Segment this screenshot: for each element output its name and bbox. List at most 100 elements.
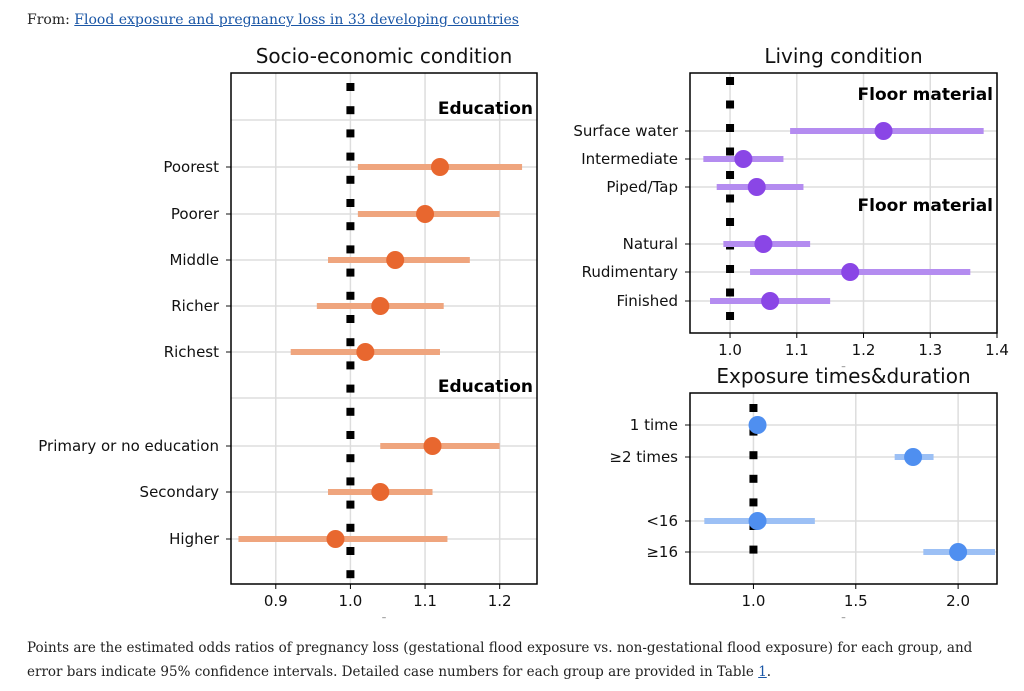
from-prefix: From: <box>27 12 70 28</box>
row-label: Secondary <box>140 483 220 501</box>
odds-ratio-point <box>841 263 860 281</box>
group-label: Floor material <box>858 85 993 105</box>
reference-marker <box>726 100 735 109</box>
reference-marker <box>346 175 355 184</box>
figure-caption: Points are the estimated odds ratios of … <box>27 636 1007 684</box>
row-label: ≥2 times <box>609 448 678 466</box>
x-tick-label: 1.0 <box>742 592 766 610</box>
row-label: Piped/Tap <box>606 178 678 196</box>
reference-marker <box>346 291 355 300</box>
row-label: Richer <box>171 297 220 315</box>
row-label: Higher <box>169 530 220 548</box>
reference-marker <box>346 407 355 416</box>
odds-ratio-point <box>326 530 345 548</box>
x-tick-label: 1.5 <box>844 592 868 610</box>
odds-ratio-point <box>386 251 405 269</box>
panel-title: Living condition <box>764 44 922 68</box>
odds-ratio-point <box>356 343 375 361</box>
reference-marker <box>726 171 735 179</box>
reference-marker <box>346 523 355 532</box>
reference-marker <box>726 77 735 85</box>
x-tick-label: 2.0 <box>946 592 970 610</box>
odds-ratio-point <box>874 122 893 140</box>
odds-ratio-point <box>761 292 780 310</box>
reference-marker <box>346 222 355 231</box>
row-label: Poorer <box>171 205 220 223</box>
row-label: 1 time <box>630 416 678 434</box>
row-label: Finished <box>617 292 678 310</box>
x-tick-label: 1.0 <box>338 592 362 610</box>
ci-bar <box>750 269 971 275</box>
reference-marker <box>346 315 355 323</box>
row-label: Natural <box>623 235 678 253</box>
reference-marker <box>749 498 758 507</box>
odds-ratio-point <box>904 448 923 466</box>
reference-marker <box>346 83 355 91</box>
x-tick-label: 1.1 <box>785 341 809 359</box>
odds-ratio-point <box>430 158 449 176</box>
caption-text: Points are the estimated odds ratios of … <box>27 640 973 680</box>
reference-marker <box>346 245 355 254</box>
odds-ratio-point <box>423 437 442 455</box>
row-label: Middle <box>169 251 219 269</box>
reference-marker <box>346 547 355 555</box>
odds-ratio-point <box>949 543 968 561</box>
table-reference-link[interactable]: 1 <box>758 664 767 680</box>
x-axis-label: – <box>382 613 387 623</box>
reference-marker <box>749 451 758 460</box>
odds-ratio-point <box>734 150 753 168</box>
reference-marker <box>346 106 355 115</box>
x-tick-label: 1.3 <box>918 341 942 359</box>
reference-marker <box>749 404 758 412</box>
reference-marker <box>346 338 355 347</box>
x-tick-label: 1.0 <box>718 341 742 359</box>
reference-marker <box>726 194 735 203</box>
plot-frame <box>689 72 998 334</box>
x-axis-label: – <box>841 613 846 623</box>
reference-marker <box>726 124 735 132</box>
reference-marker <box>726 218 735 226</box>
row-label: Poorest <box>163 158 219 176</box>
x-tick-label: 1.4 <box>985 341 1009 359</box>
row-label: Intermediate <box>581 150 678 168</box>
odds-ratio-point <box>371 297 390 315</box>
odds-ratio-point <box>747 178 766 196</box>
x-axis-label: – <box>841 362 846 372</box>
x-tick-label: 1.2 <box>852 341 876 359</box>
odds-ratio-point <box>748 416 767 434</box>
group-label: Education <box>438 377 533 397</box>
row-label: Rudimentary <box>582 263 679 281</box>
reference-marker <box>346 500 355 509</box>
odds-ratio-point <box>754 235 773 253</box>
group-label: Floor material <box>858 196 993 216</box>
x-tick-label: 1.1 <box>413 592 437 610</box>
article-link[interactable]: Flood exposure and pregnancy loss in 33 … <box>74 12 519 28</box>
odds-ratio-point <box>371 483 390 501</box>
row-label: <16 <box>646 512 678 530</box>
group-label: Education <box>438 99 533 119</box>
reference-marker <box>726 147 735 156</box>
figure: Socio-economic condition Education Poorest… <box>38 44 1009 623</box>
panel-title: Exposure times&duration <box>716 364 970 388</box>
reference-marker <box>346 431 355 439</box>
reference-marker <box>346 268 355 277</box>
row-label: Surface water <box>573 122 678 140</box>
source-line: From: Flood exposure and pregnancy loss … <box>27 12 519 28</box>
row-label: Primary or no education <box>38 437 219 455</box>
reference-marker <box>346 199 355 207</box>
reference-marker <box>726 312 735 320</box>
x-tick-label: 1.2 <box>488 592 512 610</box>
reference-marker <box>726 288 735 297</box>
reference-marker <box>346 477 355 486</box>
panel-title: Socio-economic condition <box>256 44 513 68</box>
reference-marker <box>346 152 355 161</box>
reference-marker <box>346 129 355 138</box>
odds-ratio-point <box>748 512 767 530</box>
reference-marker <box>749 545 758 554</box>
row-label: ≥16 <box>646 543 678 561</box>
row-label: Richest <box>164 343 219 361</box>
reference-marker <box>726 265 735 273</box>
reference-marker <box>346 570 355 579</box>
reference-marker <box>346 361 355 370</box>
caption-end: . <box>766 664 772 680</box>
